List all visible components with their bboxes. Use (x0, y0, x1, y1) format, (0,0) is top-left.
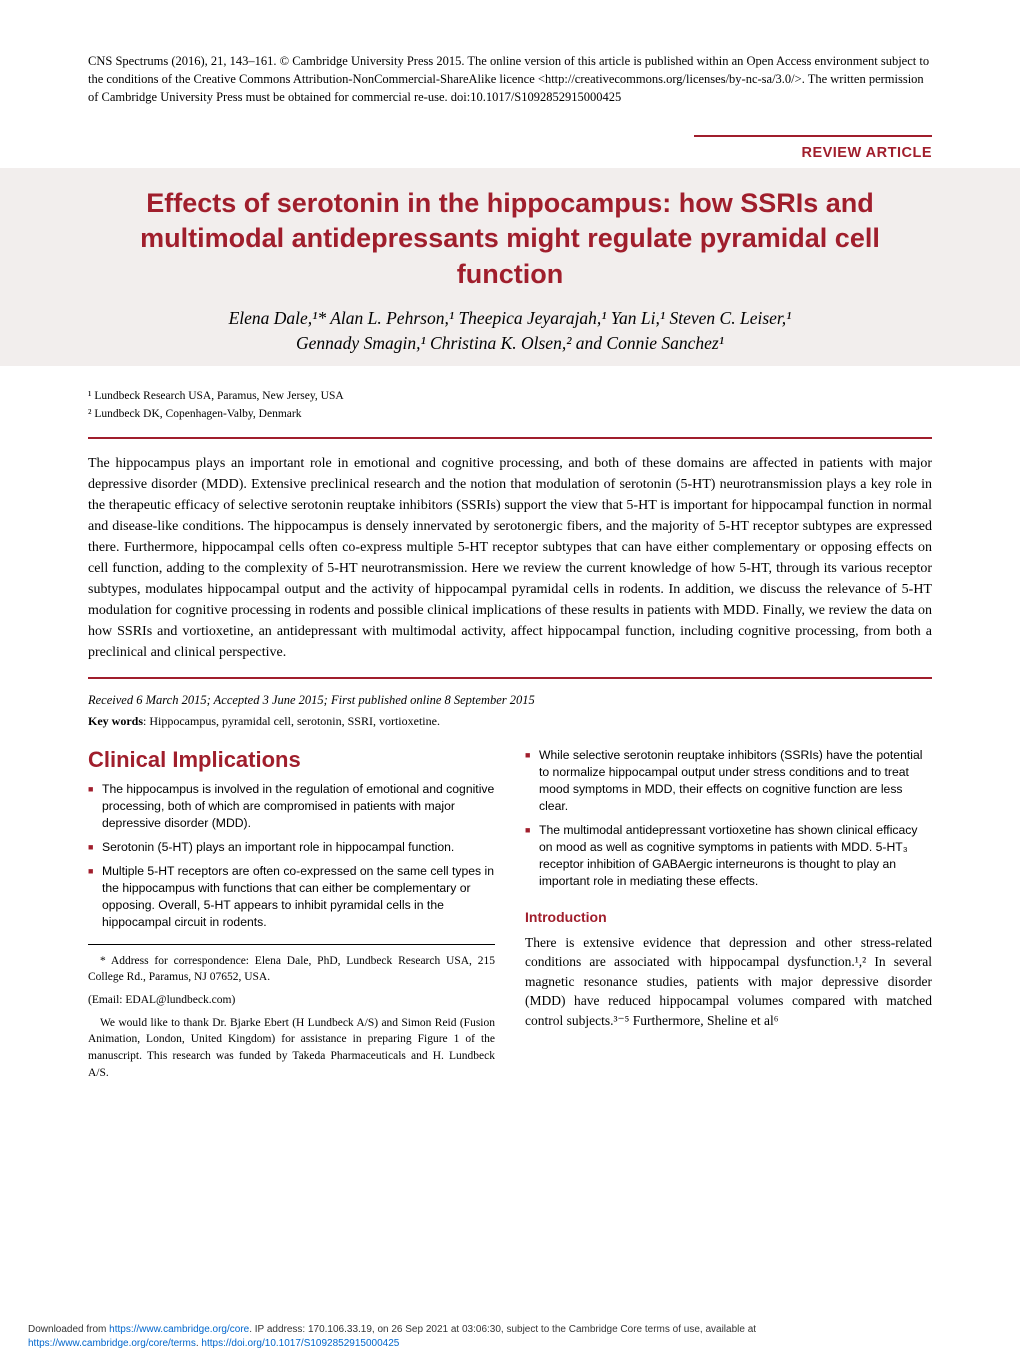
abstract: The hippocampus plays an important role … (88, 453, 932, 663)
review-label: REVIEW ARTICLE (801, 145, 932, 161)
bullet-item: Multiple 5-HT receptors are often co-exp… (88, 863, 495, 931)
introduction-heading: Introduction (525, 909, 932, 925)
authors-line-1: Elena Dale,¹* Alan L. Pehrson,¹ Theepica… (88, 306, 932, 331)
keywords: Key words: Hippocampus, pyramidal cell, … (88, 714, 932, 729)
keywords-label: Key words (88, 714, 143, 728)
clinical-bullets-left: The hippocampus is involved in the regul… (88, 781, 495, 932)
right-column: While selective serotonin reuptake inhib… (525, 747, 932, 1087)
title-block: Effects of serotonin in the hippocampus:… (0, 168, 1020, 366)
affiliation-1: ¹ Lundbeck Research USA, Paramus, New Je… (88, 388, 932, 405)
affiliation-2: ² Lundbeck DK, Copenhagen-Valby, Denmark (88, 406, 932, 423)
received-dates: Received 6 March 2015; Accepted 3 June 2… (88, 693, 932, 708)
authors-line-2: Gennady Smagin,¹ Christina K. Olsen,² an… (88, 331, 932, 356)
copyright-notice: CNS Spectrums (2016), 21, 143–161. © Cam… (88, 52, 932, 106)
footer-link-core[interactable]: https://www.cambridge.org/core (109, 1324, 249, 1335)
two-column-body: Clinical Implications The hippocampus is… (88, 747, 932, 1087)
review-article-banner: REVIEW ARTICLE (88, 126, 932, 162)
footer-text-1a: Downloaded from (28, 1324, 109, 1335)
footer-text-1b: . IP address: 170.106.33.19, on 26 Sep 2… (249, 1324, 756, 1335)
footnote-p1: * Address for correspondence: Elena Dale… (88, 953, 495, 986)
left-column: Clinical Implications The hippocampus is… (88, 747, 495, 1087)
bullet-item: Serotonin (5-HT) plays an important role… (88, 839, 495, 856)
affiliations: ¹ Lundbeck Research USA, Paramus, New Je… (88, 388, 932, 423)
divider-bottom (88, 677, 932, 679)
footnote-separator (88, 944, 495, 945)
page-footer: Downloaded from https://www.cambridge.or… (28, 1323, 992, 1350)
authors: Elena Dale,¹* Alan L. Pehrson,¹ Theepica… (88, 306, 932, 357)
footer-link-doi[interactable]: https://doi.org/10.1017/S109285291500042… (201, 1338, 399, 1349)
divider-top (88, 437, 932, 439)
keywords-list: : Hippocampus, pyramidal cell, serotonin… (143, 714, 440, 728)
article-title: Effects of serotonin in the hippocampus:… (88, 186, 932, 291)
footnote-p3: We would like to thank Dr. Bjarke Ebert … (88, 1015, 495, 1082)
bullet-item: While selective serotonin reuptake inhib… (525, 747, 932, 815)
footnote-p2: (Email: EDAL@lundbeck.com) (88, 992, 495, 1009)
correspondence-footnote: * Address for correspondence: Elena Dale… (88, 953, 495, 1082)
bullet-item: The multimodal antidepressant vortioxeti… (525, 822, 932, 890)
article-page: CNS Spectrums (2016), 21, 143–161. © Cam… (0, 0, 1020, 1087)
bullet-item: The hippocampus is involved in the regul… (88, 781, 495, 832)
clinical-implications-heading: Clinical Implications (88, 747, 495, 773)
clinical-bullets-right: While selective serotonin reuptake inhib… (525, 747, 932, 891)
footer-link-terms[interactable]: https://www.cambridge.org/core/terms (28, 1338, 196, 1349)
introduction-text: There is extensive evidence that depress… (525, 933, 932, 1031)
